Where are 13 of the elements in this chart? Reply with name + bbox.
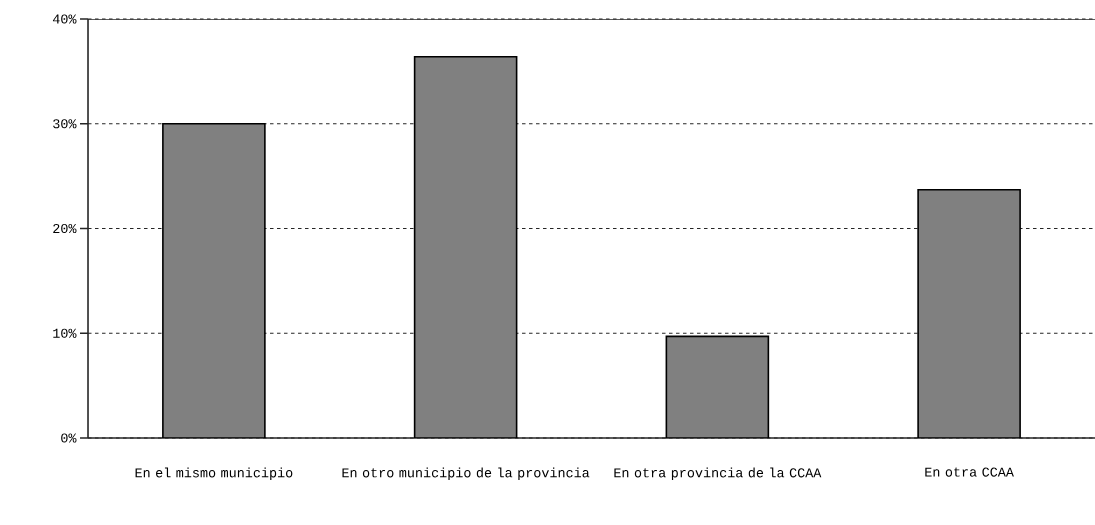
y-tick-label: 0% <box>61 433 77 443</box>
y-tick-label: 40% <box>52 14 77 24</box>
bar <box>665 335 770 438</box>
x-tick-label: En otro municipio de la provincia <box>342 467 590 481</box>
x-tick-label: En otra provincia de la CCAA <box>614 467 822 481</box>
bar <box>413 55 518 438</box>
y-tick-label: 20% <box>53 223 77 234</box>
y-tick-label: 10% <box>53 328 77 338</box>
bar <box>917 188 1021 438</box>
x-tick-label: En otra CCAA <box>925 467 1014 477</box>
y-tick-label: 30% <box>53 119 77 129</box>
bar <box>162 122 266 438</box>
x-tick-label: En el mismo municipio <box>135 467 293 481</box>
